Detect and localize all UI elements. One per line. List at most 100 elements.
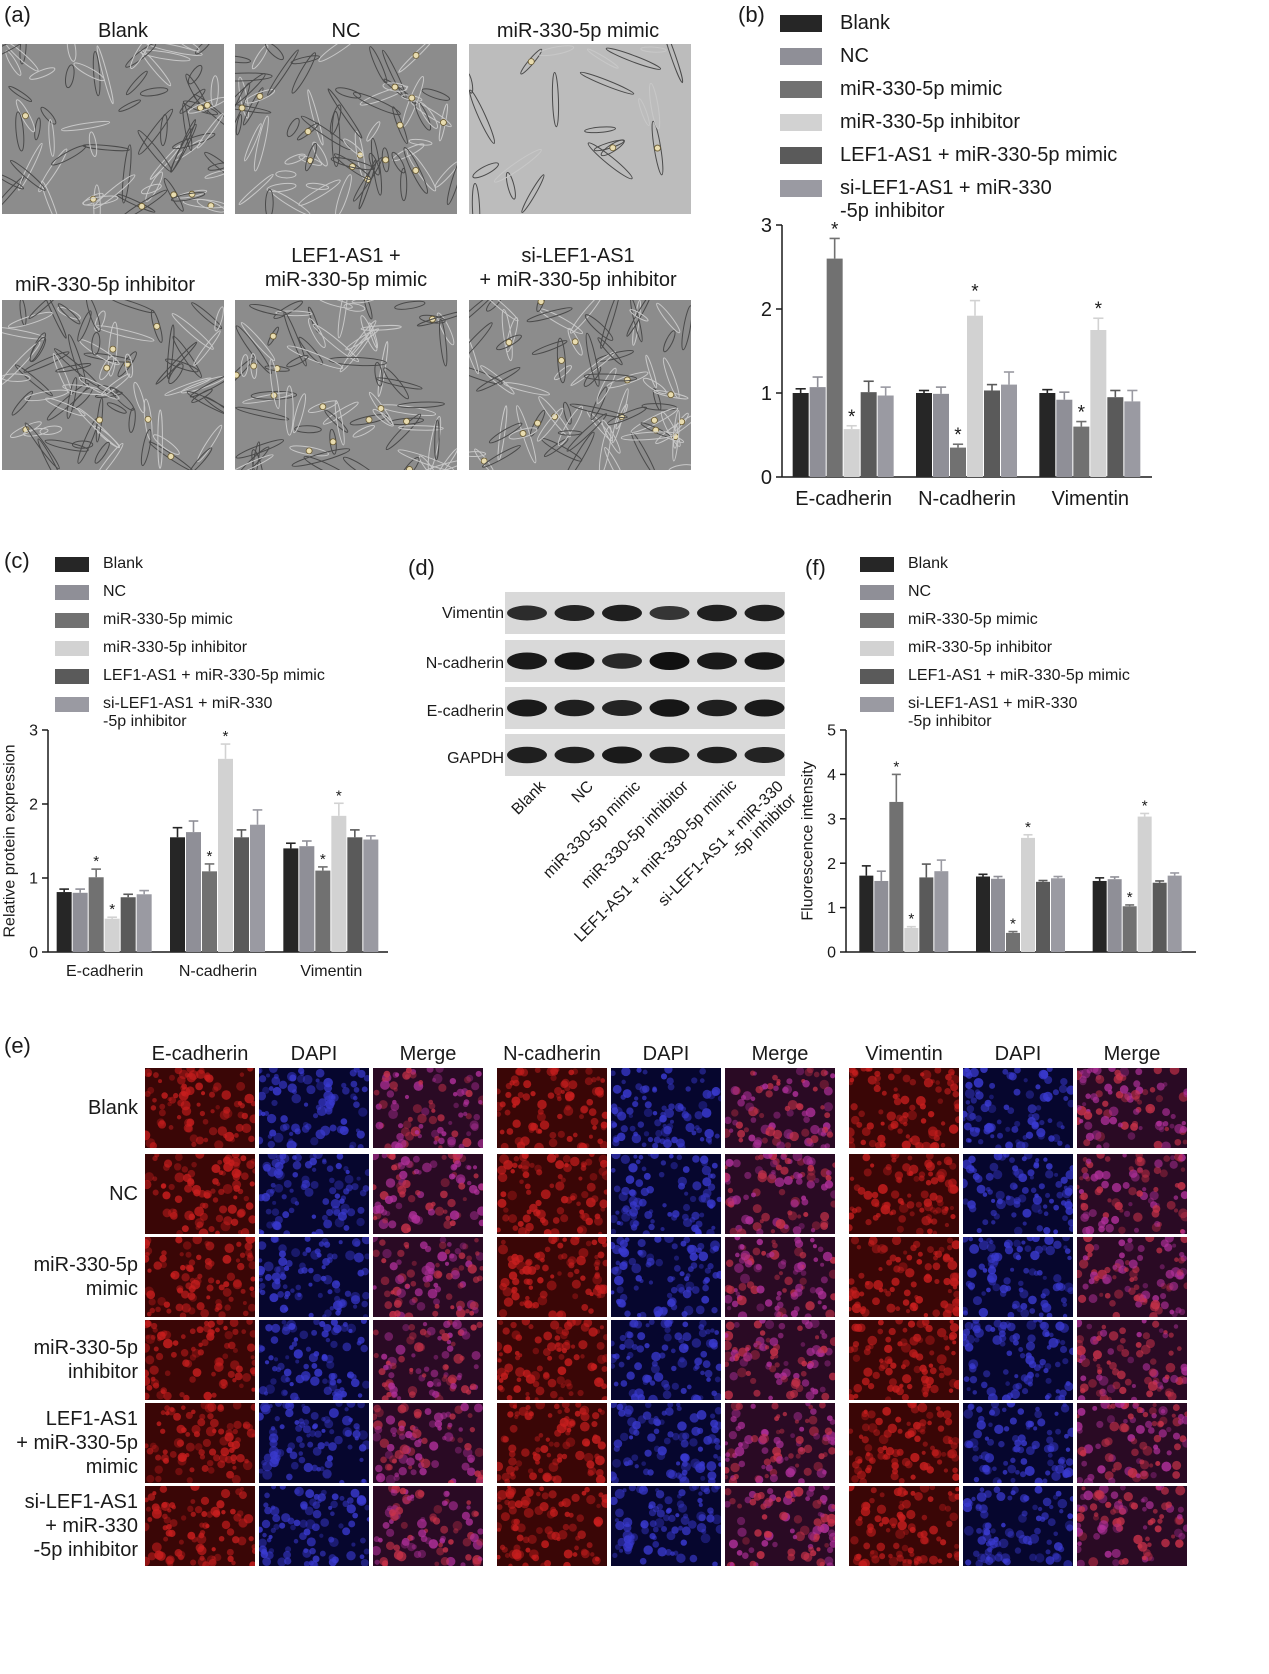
blot-band <box>602 746 642 764</box>
chart-b: 0 1 2 3 * * E-cadherin * * N-cadherin * * Vimentin <box>761 215 1152 510</box>
micrograph-image <box>2 44 224 214</box>
bar <box>950 447 966 477</box>
significance-mark: * <box>336 787 342 804</box>
if-image <box>1077 1154 1187 1234</box>
blot-band <box>507 699 547 717</box>
if-image <box>611 1403 721 1483</box>
if-image <box>725 1237 835 1317</box>
y-axis-label: Fluorescence intensity <box>800 761 816 920</box>
if-image <box>145 1068 255 1148</box>
bar <box>976 876 990 952</box>
legend-swatch <box>55 613 89 628</box>
if-row-label: NC <box>109 1183 138 1205</box>
legend-item: LEF1-AS1 + miR-330-5p mimic <box>860 667 1130 685</box>
legend-swatch <box>780 147 822 164</box>
bar <box>809 387 826 477</box>
bar <box>967 315 983 477</box>
significance-mark: * <box>93 853 99 870</box>
bar <box>1006 932 1020 952</box>
if-image <box>611 1068 721 1148</box>
significance-mark: * <box>1142 797 1148 814</box>
legend-swatch <box>55 641 89 656</box>
blot-band <box>744 747 785 763</box>
legend-item: miR-330-5p mimic <box>780 78 1002 101</box>
if-image <box>259 1403 369 1483</box>
panel-label-a: (a) <box>4 2 31 27</box>
legend-label: Blank <box>840 12 891 34</box>
legend-swatch <box>860 669 894 684</box>
bar <box>843 429 860 477</box>
panel-label-c: (c) <box>4 548 30 573</box>
blot-band <box>649 699 690 717</box>
bar <box>170 837 185 952</box>
legend-label: miR-330-5p inhibitor <box>840 111 1021 133</box>
if-column-title: Vimentin <box>865 1043 943 1065</box>
blot-band <box>649 606 690 620</box>
micrograph-image <box>235 300 457 470</box>
bar <box>874 880 889 952</box>
if-image <box>725 1486 835 1566</box>
if-image <box>259 1237 369 1317</box>
if-image <box>497 1486 607 1566</box>
bar <box>1036 881 1050 952</box>
blot-band <box>697 699 737 717</box>
legend-swatch <box>55 585 89 600</box>
if-image <box>497 1403 607 1483</box>
bar <box>1152 882 1167 952</box>
blot-band <box>507 605 547 621</box>
if-image <box>963 1068 1073 1148</box>
legend-f: Blank NC miR-330-5p mimic miR-330-5p inhibi… <box>860 555 1200 745</box>
legend-swatch <box>780 81 822 98</box>
y-tick-label: 1 <box>29 871 38 888</box>
if-image <box>611 1237 721 1317</box>
legend-label: miR-330-5p mimic <box>908 611 1038 628</box>
bar <box>202 871 217 952</box>
if-row-label: LEF1-AS1 + miR-330-5p mimic <box>16 1408 138 1478</box>
bar <box>136 894 152 952</box>
legend-b: Blank NC miR-330-5p mimic miR-330-5p inhibi… <box>780 12 1260 232</box>
micrograph-image <box>2 300 224 470</box>
micrograph-image <box>235 44 457 214</box>
chart-f: 0 1 2 3 4 5 Fluorescence intensity * * * * * * <box>800 723 1196 962</box>
legend-swatch <box>55 557 89 572</box>
panel-label-b: (b) <box>738 2 765 27</box>
bar <box>1107 879 1122 952</box>
bar <box>120 897 136 952</box>
legend-item: NC <box>780 45 869 68</box>
legend-label: miR-330-5p inhibitor <box>103 639 248 656</box>
legend-c: Blank NC miR-330-5p mimic miR-330-5p inhibi… <box>55 555 395 745</box>
if-image <box>963 1486 1073 1566</box>
micrograph-title: miR-330-5p mimic <box>496 20 660 42</box>
bar <box>250 824 265 952</box>
legend-item: NC <box>860 583 931 601</box>
if-row-label: Blank <box>87 1097 138 1119</box>
if-image <box>373 1068 483 1148</box>
micrograph-title: miR-330-5p inhibitor <box>14 274 196 296</box>
panel-label-e: (e) <box>4 1033 31 1058</box>
x-category-label: E-cadherin <box>66 963 143 980</box>
y-tick-label: 2 <box>761 299 772 321</box>
y-tick-label: 3 <box>29 723 38 740</box>
micrograph-title: Blank <box>97 20 149 42</box>
y-axis-label: Relative protein expression <box>1 745 18 938</box>
if-image <box>1077 1068 1187 1148</box>
blot-band <box>697 746 737 764</box>
y-tick-label: 3 <box>761 215 772 237</box>
legend-label: miR-330-5p mimic <box>840 78 1003 100</box>
bar <box>991 878 1005 952</box>
y-tick-label: 2 <box>29 797 38 814</box>
legend-swatch <box>55 697 89 712</box>
if-image <box>259 1486 369 1566</box>
if-image <box>849 1237 959 1317</box>
if-image <box>373 1486 483 1566</box>
blot-band <box>697 604 737 622</box>
micrograph-title: si-LEF1-AS1 + miR-330-5p inhibitor <box>479 245 677 291</box>
y-tick-label: 4 <box>827 767 836 784</box>
blot-strip <box>505 734 785 776</box>
significance-mark: * <box>971 282 979 303</box>
x-category-label: N-cadherin <box>918 488 1016 510</box>
bar <box>984 390 1000 477</box>
legend-label: NC <box>908 583 932 600</box>
legend-item: si-LEF1-AS1 + miR-330 -5p inhibitor <box>860 695 1077 731</box>
if-image <box>145 1403 255 1483</box>
